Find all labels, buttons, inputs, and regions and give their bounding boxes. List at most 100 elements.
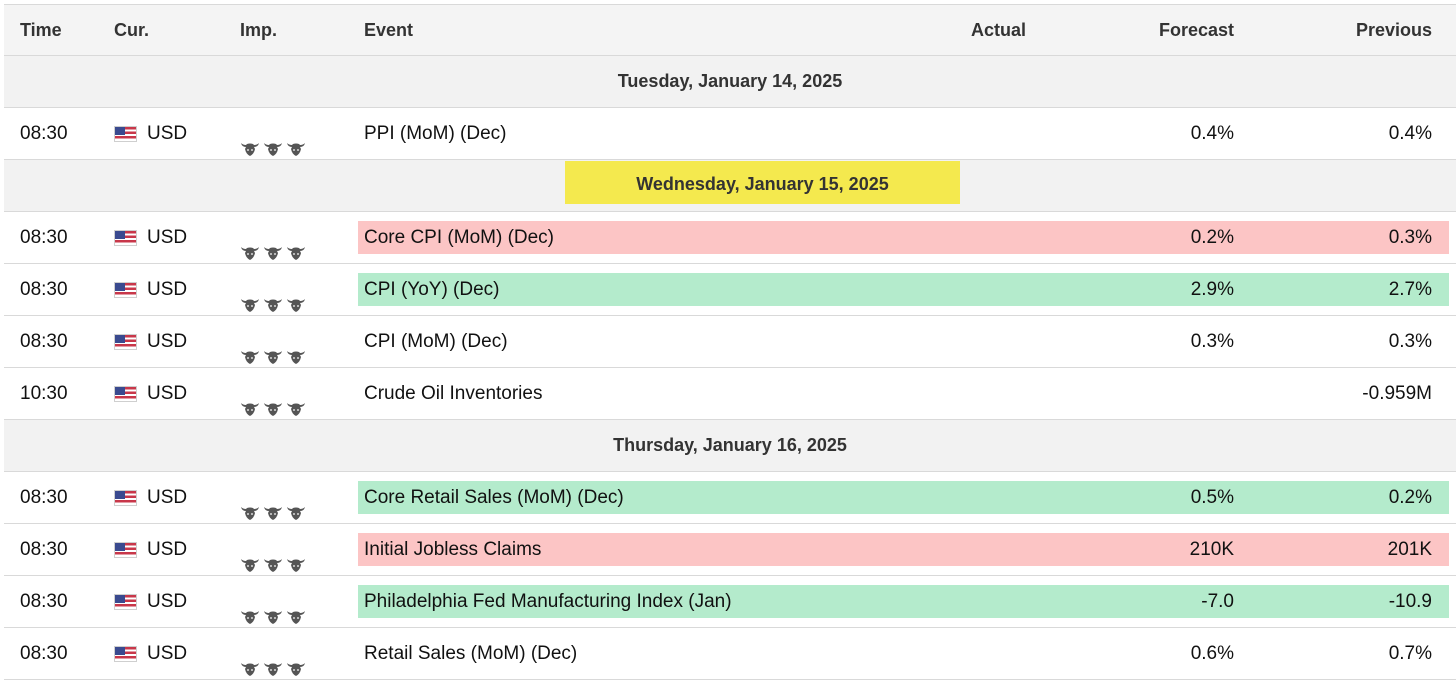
us-flag-icon (114, 541, 137, 558)
event-previous: 0.7% (1388, 643, 1432, 664)
event-actual (704, 212, 1026, 263)
event-forecast (1034, 368, 1234, 419)
bull-head-icon (263, 646, 283, 676)
event-row[interactable]: 10:30 USD Crude Oil Inventories -0.959M (4, 368, 1456, 420)
event-forecast: 210K (1189, 539, 1234, 560)
bull-head-icon (240, 490, 260, 520)
event-actual (704, 628, 1026, 679)
date-group-header: Thursday, January 16, 2025 (4, 420, 1456, 472)
event-forecast: 0.4% (1190, 123, 1234, 144)
positive-highlight (358, 585, 1449, 618)
event-row[interactable]: 08:30 USD PPI (MoM) (Dec) 0.4% 0.4% (4, 108, 1456, 160)
event-actual (704, 264, 1026, 315)
header-currency[interactable]: Cur. (114, 20, 150, 40)
event-name[interactable]: PPI (MoM) (Dec) (364, 123, 507, 144)
event-name[interactable]: CPI (YoY) (Dec) (364, 279, 500, 300)
header-actual[interactable]: Actual (970, 20, 1026, 40)
us-flag-icon (114, 125, 137, 142)
date-label: Tuesday, January 14, 2025 (617, 71, 843, 91)
bull-head-icon (286, 646, 306, 676)
positive-highlight (358, 481, 1449, 514)
us-flag-icon (114, 229, 137, 246)
event-time: 08:30 (20, 279, 68, 300)
event-currency: USD (114, 108, 187, 159)
header-previous[interactable]: Previous (1355, 20, 1432, 40)
event-row[interactable]: 08:30 USD Philadelphia Fed Manufacturing I… (4, 576, 1456, 628)
event-actual (704, 108, 1026, 159)
event-previous: 2.7% (1388, 279, 1432, 300)
date-label: Wednesday, January 15, 2025 (636, 174, 889, 194)
bull-head-icon (286, 334, 306, 364)
event-previous: 0.2% (1388, 487, 1432, 508)
currency-code: USD (147, 279, 188, 300)
importance-rating (240, 368, 306, 419)
event-name[interactable]: Retail Sales (MoM) (Dec) (364, 643, 578, 664)
event-currency: USD (114, 524, 187, 575)
header-importance[interactable]: Imp. (240, 20, 278, 40)
event-time: 08:30 (20, 487, 68, 508)
us-flag-icon (114, 385, 137, 402)
event-name[interactable]: Philadelphia Fed Manufacturing Index (Ja… (364, 591, 732, 612)
header-time[interactable]: Time (20, 20, 62, 40)
currency-code: USD (147, 539, 188, 560)
event-forecast: 0.5% (1190, 487, 1234, 508)
economic-calendar-table: Time Cur. Imp. Event Actual Forecast Pre… (4, 4, 1456, 680)
bull-head-icon (240, 594, 260, 624)
event-row[interactable]: 08:30 USD CPI (YoY) (Dec) 2.9% 2.7% (4, 264, 1456, 316)
header-forecast[interactable]: Forecast (1158, 20, 1234, 40)
importance-rating (240, 628, 306, 679)
bull-head-icon (240, 230, 260, 260)
event-name[interactable]: Crude Oil Inventories (364, 383, 543, 404)
event-currency: USD (114, 472, 187, 523)
us-flag-icon (114, 645, 137, 662)
event-previous: 0.3% (1388, 331, 1432, 352)
event-currency: USD (114, 212, 187, 263)
event-actual (704, 576, 1026, 627)
event-time: 10:30 (20, 383, 68, 404)
event-actual (704, 472, 1026, 523)
event-row[interactable]: 08:30 USD Retail Sales (MoM) (Dec) 0.6% 0.7% (4, 628, 1456, 680)
event-name[interactable]: Core Retail Sales (MoM) (Dec) (364, 487, 624, 508)
event-row[interactable]: 08:30 USD Core CPI (MoM) (Dec) 0.2% 0.3% (4, 212, 1456, 264)
currency-code: USD (147, 487, 188, 508)
bull-head-icon (286, 126, 306, 156)
bull-head-icon (286, 542, 306, 572)
bull-head-icon (263, 490, 283, 520)
us-flag-icon (114, 281, 137, 298)
event-previous: -0.959M (1362, 383, 1432, 404)
importance-rating (240, 212, 306, 263)
event-time: 08:30 (20, 123, 68, 144)
event-row[interactable]: 08:30 USD Initial Jobless Claims 210K 201K (4, 524, 1456, 576)
currency-code: USD (147, 123, 188, 144)
event-forecast: 0.2% (1190, 227, 1234, 248)
event-row[interactable]: 08:30 USD Core Retail Sales (MoM) (Dec) 0.5… (4, 472, 1456, 524)
event-forecast: 2.9% (1190, 279, 1234, 300)
currency-code: USD (147, 643, 188, 664)
currency-code: USD (147, 331, 188, 352)
bull-head-icon (286, 282, 306, 312)
us-flag-icon (114, 333, 137, 350)
event-time: 08:30 (20, 643, 68, 664)
bull-head-icon (263, 334, 283, 364)
event-name[interactable]: Initial Jobless Claims (364, 539, 542, 560)
bull-head-icon (286, 594, 306, 624)
importance-rating (240, 524, 306, 575)
bull-head-icon (263, 594, 283, 624)
importance-rating (240, 108, 306, 159)
event-time: 08:30 (20, 227, 68, 248)
event-name[interactable]: Core CPI (MoM) (Dec) (364, 227, 555, 248)
event-name[interactable]: CPI (MoM) (Dec) (364, 331, 508, 352)
event-forecast: 0.3% (1190, 331, 1234, 352)
event-currency: USD (114, 628, 187, 679)
us-flag-icon (114, 489, 137, 506)
event-actual (704, 316, 1026, 367)
event-row[interactable]: 08:30 USD CPI (MoM) (Dec) 0.3% 0.3% (4, 316, 1456, 368)
header-event[interactable]: Event (364, 20, 414, 40)
importance-rating (240, 472, 306, 523)
date-group-header: Wednesday, January 15, 2025 (4, 160, 1456, 212)
table-header: Time Cur. Imp. Event Actual Forecast Pre… (4, 4, 1456, 56)
bull-head-icon (263, 282, 283, 312)
event-previous: 0.3% (1388, 227, 1432, 248)
date-highlight (565, 161, 960, 204)
date-group-header: Tuesday, January 14, 2025 (4, 56, 1456, 108)
